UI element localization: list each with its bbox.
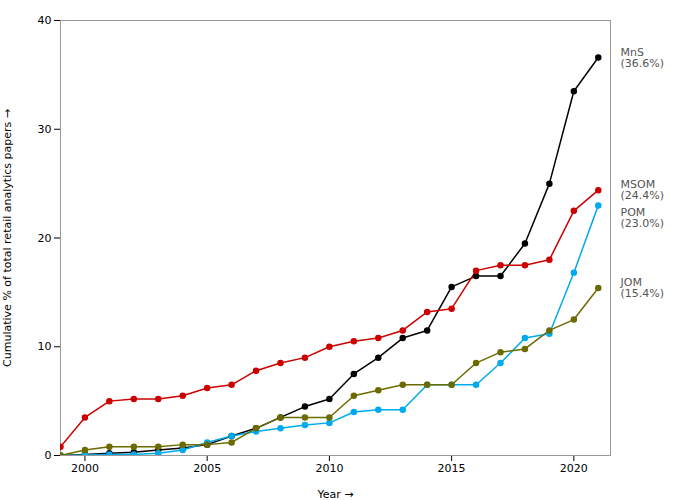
svg-text:MnS(36.6%): MnS(36.6%) [621,45,665,69]
svg-text:40: 40 [38,14,52,27]
svg-text:20: 20 [38,232,52,245]
svg-text:0: 0 [45,449,52,462]
svg-text:2005: 2005 [193,462,221,475]
svg-text:Year →: Year → [316,488,353,500]
svg-text:MSOM(24.4%): MSOM(24.4%) [621,178,665,202]
svg-text:Cumulative % of total retail a: Cumulative % of total retail analytics p… [1,109,14,367]
svg-text:2020: 2020 [560,462,588,475]
svg-text:JOM(15.4%): JOM(15.4%) [620,276,665,300]
svg-text:2010: 2010 [315,462,343,475]
svg-text:POM(23.0%): POM(23.0%) [621,206,665,230]
svg-text:2000: 2000 [71,462,99,475]
svg-text:2015: 2015 [438,462,466,475]
svg-text:30: 30 [38,123,52,136]
svg-text:10: 10 [38,340,52,353]
